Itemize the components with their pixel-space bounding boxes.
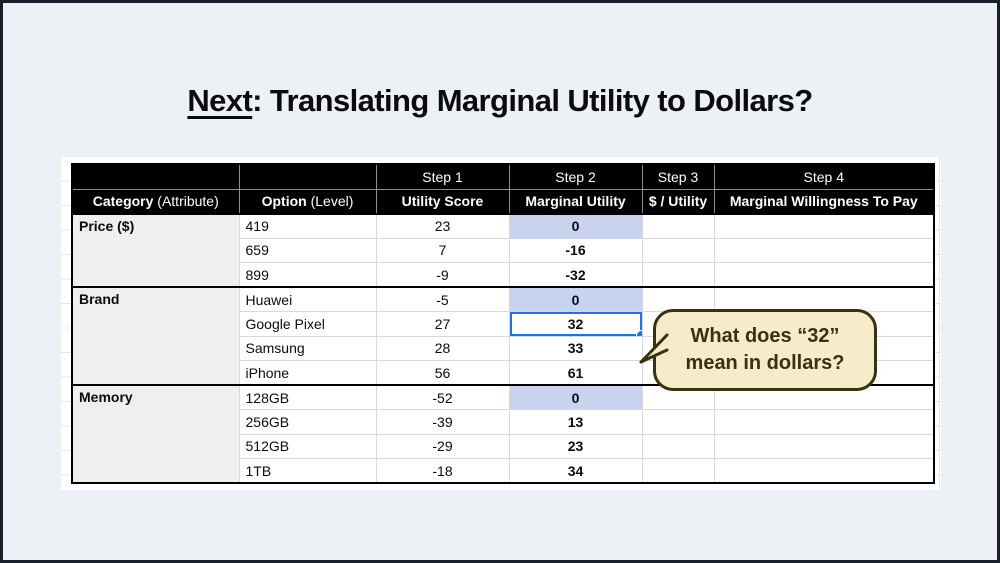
utility-score-cell: -9 — [375, 262, 510, 288]
table-row: 899 -9 -32 — [72, 262, 935, 288]
mwtp-cell — [713, 433, 935, 459]
mwtp-cell — [713, 212, 935, 239]
column-header-bold: Marginal Willingness To Pay — [729, 193, 918, 209]
option-cell: Google Pixel — [238, 311, 377, 337]
callout-text: What does “32” mean in dollars? — [685, 325, 845, 374]
step-header-row: Step 1 Step 2 Step 3 Step 4 — [71, 163, 935, 190]
column-header-bold: Utility Score — [401, 193, 484, 209]
title-rest: : Translating Marginal Utility to Dollar… — [252, 83, 813, 118]
utility-score-cell: -52 — [375, 384, 510, 410]
marginal-utility-cell: 0 — [508, 286, 643, 312]
marginal-utility-cell: 0 — [508, 384, 643, 410]
marginal-utility-cell: 34 — [508, 458, 643, 484]
dollar-per-utility-cell — [641, 433, 715, 459]
column-header-bold: Option — [261, 193, 307, 209]
step-header-cell: Step 3 — [641, 163, 715, 190]
option-cell: Samsung — [238, 335, 377, 361]
mwtp-cell — [713, 458, 935, 484]
utility-score-cell: -39 — [375, 409, 510, 435]
page-title: Next: Translating Marginal Utility to Do… — [3, 83, 997, 119]
step-header-cell: Step 4 — [713, 163, 935, 190]
step-header-cell: Step 2 — [508, 163, 643, 190]
dollar-per-utility-cell — [641, 458, 715, 484]
option-cell: 256GB — [238, 409, 377, 435]
utility-score-cell: 56 — [375, 360, 510, 386]
option-cell: 512GB — [238, 433, 377, 459]
mwtp-cell — [713, 286, 935, 312]
table-row: Brand Huawei -5 0 — [71, 286, 935, 386]
table-row: 659 7 -16 — [72, 237, 935, 263]
column-header-bold: Category — [92, 193, 154, 209]
column-header-normal: (Attribute) — [153, 193, 219, 209]
table-row: Price ($) 419 23 0 — [71, 212, 935, 288]
dollar-per-utility-cell — [641, 409, 715, 435]
title-underlined-word: Next — [187, 83, 253, 118]
category-cell: Price ($) — [71, 212, 240, 288]
utility-score-cell: 28 — [375, 335, 510, 361]
column-header-cell: Option (Level) — [238, 188, 377, 214]
step-header-cell — [238, 163, 377, 190]
option-cell: 899 — [238, 262, 377, 288]
dollar-per-utility-cell — [641, 212, 715, 239]
dollar-per-utility-cell — [641, 237, 715, 263]
column-header-cell: Category (Attribute) — [71, 188, 240, 214]
utility-score-cell: 27 — [375, 311, 510, 337]
option-cell: 128GB — [238, 384, 377, 410]
marginal-utility-cell: -32 — [508, 262, 643, 288]
option-cell: 659 — [238, 237, 377, 263]
dollar-per-utility-cell — [641, 262, 715, 288]
column-header-cell: Marginal Utility — [508, 188, 643, 214]
mwtp-cell — [713, 409, 935, 435]
callout-tail — [639, 333, 669, 364]
utility-score-cell: 23 — [375, 212, 510, 239]
column-header-cell: Marginal Willingness To Pay — [713, 188, 935, 214]
marginal-utility-cell: 0 — [508, 212, 643, 239]
category-cell: Brand — [71, 286, 240, 386]
column-header-cell: Utility Score — [375, 188, 510, 214]
marginal-utility-cell: 33 — [508, 335, 643, 361]
utility-score-cell: -5 — [375, 286, 510, 312]
table-row: Memory 128GB -52 0 — [71, 384, 935, 484]
marginal-utility-cell: 61 — [508, 360, 643, 386]
step-header-cell: Step 1 — [375, 163, 510, 190]
column-header-normal: (Level) — [306, 193, 354, 209]
utility-score-cell: 7 — [375, 237, 510, 263]
sheet-gridline — [939, 157, 940, 490]
mwtp-cell — [713, 237, 935, 263]
marginal-utility-cell: 23 — [508, 433, 643, 459]
category-cell: Memory — [71, 384, 240, 484]
step-header-cell — [71, 163, 240, 190]
column-header-cell: $ / Utility — [641, 188, 715, 214]
option-cell: 1TB — [238, 458, 377, 484]
option-cell: 419 — [238, 212, 377, 239]
fill-handle-dot — [635, 329, 641, 336]
utility-score-cell: -18 — [375, 458, 510, 484]
column-header-row: Category (Attribute) Option (Level) Utilit… — [71, 188, 935, 214]
utility-score-cell: -29 — [375, 433, 510, 459]
mwtp-cell — [713, 262, 935, 288]
table-row: 1TB -18 34 — [72, 458, 935, 484]
option-cell: Huawei — [238, 286, 377, 312]
column-header-bold: $ / Utility — [648, 193, 708, 209]
column-header-bold: Marginal Utility — [525, 193, 626, 209]
table-header: Step 1 Step 2 Step 3 Step 4 Category (Attrib… — [71, 163, 935, 214]
callout-bubble: What does “32” mean in dollars? — [639, 309, 877, 391]
marginal-utility-cell: -16 — [508, 237, 643, 263]
table-row: 512GB -29 23 — [72, 433, 935, 459]
marginal-utility-cell: 32 — [508, 311, 643, 337]
dollar-per-utility-cell — [641, 286, 715, 312]
option-cell: iPhone — [238, 360, 377, 386]
marginal-utility-cell: 13 — [508, 409, 643, 435]
